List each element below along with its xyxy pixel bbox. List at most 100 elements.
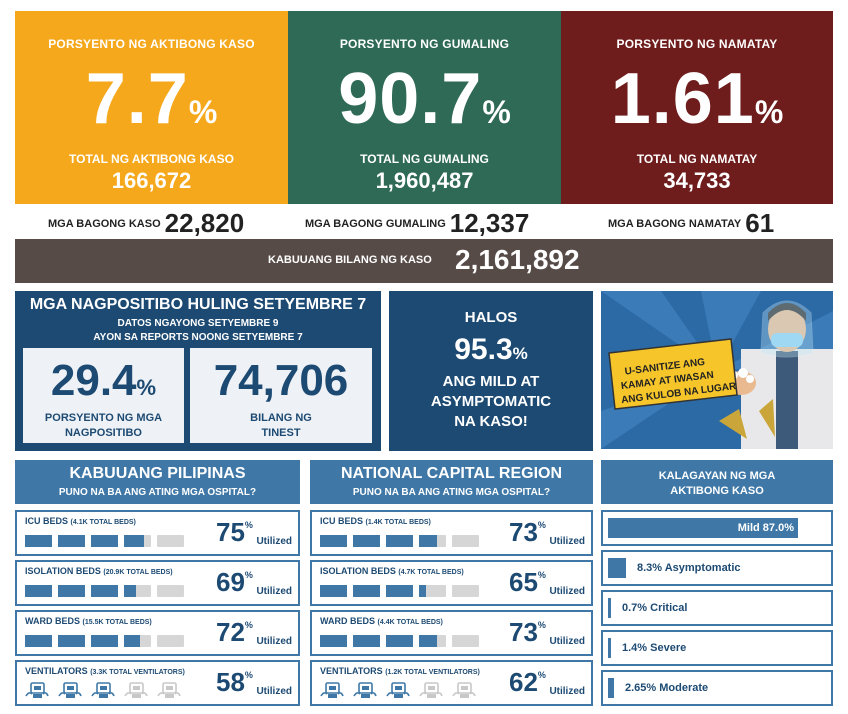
bed-fill: [91, 585, 118, 597]
hospital-row-ventilators: VENTILATORS (3.3K TOTAL VENTILATORS) 58% U…: [15, 660, 300, 706]
hospital-panel-title: NATIONAL CAPITAL REGION: [340, 465, 563, 482]
utilization-unit: %: [537, 620, 546, 630]
new-recoveries-value: 12,337: [449, 208, 530, 238]
utilization-value: 69: [216, 567, 245, 597]
utilization-label: Utilized: [549, 686, 585, 697]
hospital-row-title: WARD BEDS (4.4K TOTAL BEDS): [320, 616, 443, 626]
bed-fill: [386, 535, 413, 547]
ventilator-icon: [124, 682, 148, 705]
hospital-row-name: ISOLATION BEDS: [320, 566, 396, 576]
utilization-label: Utilized: [256, 586, 292, 597]
bed-fill: [124, 635, 141, 647]
status-label: 2.65% Moderate: [625, 682, 709, 694]
deaths-total-value: 34,733: [663, 168, 731, 193]
status-bar-fill: [608, 558, 626, 578]
utilization-value: 58: [216, 667, 245, 697]
hospital-panel-ncr: NATIONAL CAPITAL REGION PUNO NA BA ANG AT…: [310, 460, 593, 712]
bed-meter: [320, 535, 479, 547]
bed-icon: [25, 635, 52, 647]
recovered-total-label: TOTAL NG GUMALING: [360, 152, 489, 166]
bed-fill: [124, 535, 145, 547]
bed-icon: [419, 635, 446, 647]
utilization-label: Utilized: [256, 636, 292, 647]
hospital-panel-subtitle: PUNO NA BA ANG ATING MGA OSPITAL?: [352, 487, 551, 498]
deaths-total-label: TOTAL NG NAMATAY: [636, 152, 758, 166]
utilization-label: Utilized: [549, 636, 585, 647]
bed-fill: [124, 585, 137, 597]
positivity-rate-box: 29.4% PORSYENTO NG MGA NAGPOSITIBO: [23, 348, 184, 443]
utilization-label: Utilized: [549, 586, 585, 597]
new-recoveries-label: MGA BAGONG GUMALING: [305, 217, 446, 230]
bed-icon: [157, 535, 184, 547]
deaths-stat-card: PORSYENTO NG NAMATAY 1.61% TOTAL NG NAMA…: [561, 11, 833, 204]
hospital-row-name: VENTILATORS: [25, 666, 88, 676]
utilization-value: 62: [509, 667, 538, 697]
new-deaths-label: MGA BAGONG NAMATAY: [608, 217, 742, 230]
status-label: 1.4% Severe: [622, 642, 687, 654]
positivity-panel: MGA NAGPOSITIBO HULING SETYEMBRE 7 DATOS…: [15, 291, 381, 451]
bed-icon: [386, 585, 413, 597]
bed-fill: [58, 585, 85, 597]
active-total-label: TOTAL NG AKTIBONG KASO: [69, 152, 234, 166]
ventilator-icon: [58, 682, 82, 705]
mild-halos: HALOS: [464, 309, 518, 326]
bed-icon: [157, 635, 184, 647]
bed-meter: [320, 585, 479, 597]
hospital-row-title: ISOLATION BEDS (4.7K TOTAL BEDS): [320, 566, 464, 576]
bed-fill: [353, 635, 380, 647]
hospital-row-detail: (4.7K TOTAL BEDS): [398, 569, 464, 576]
hospital-row-name: ISOLATION BEDS: [25, 566, 101, 576]
positivity-date: DATOS NGAYONG SETYEMBRE 9: [117, 318, 279, 329]
bed-icon: [419, 535, 446, 547]
utilization-value: 73: [509, 517, 538, 547]
status-label: Mild 87.0%: [737, 522, 794, 534]
hospital-row-name: VENTILATORS: [320, 666, 383, 676]
deaths-pct-value: 1.61%: [610, 59, 784, 139]
status-row: 2.65% Moderate: [601, 670, 833, 706]
ventilator-icon: [157, 682, 181, 705]
total-cases-value: 2,161,892: [455, 244, 580, 275]
hospital-row-icu-beds: ICU BEDS (4.1K TOTAL BEDS) 75% Utilized: [15, 510, 300, 556]
hospital-row-name: WARD BEDS: [25, 616, 81, 626]
bed-fill: [419, 585, 426, 597]
bed-icon: [353, 585, 380, 597]
total-cases-bar: KABUUANG BILANG NG KASO 2,161,892: [15, 239, 833, 283]
bed-fill: [91, 635, 118, 647]
hospital-row-title: ICU BEDS (4.1K TOTAL BEDS): [25, 516, 136, 526]
bed-fill: [353, 535, 380, 547]
bed-icon: [124, 535, 151, 547]
utilization: 75% Utilized: [216, 516, 292, 554]
bed-icon: [91, 585, 118, 597]
new-deaths: MGA BAGONG NAMATAY 61: [608, 208, 774, 238]
ventilator-meter: [320, 682, 476, 705]
bed-icon: [25, 585, 52, 597]
new-cases-label: MGA BAGONG KASO: [48, 217, 161, 230]
bed-icon: [58, 535, 85, 547]
utilization-unit: %: [244, 670, 253, 680]
bed-fill: [58, 635, 85, 647]
active-total-value: 166,672: [111, 168, 192, 193]
ventilator-icon: [452, 682, 476, 705]
status-label: 0.7% Critical: [622, 602, 688, 614]
active-stat-card: PORSYENTO NG AKTIBONG KASO 7.7% TOTAL NG…: [15, 11, 288, 204]
bed-icon: [91, 635, 118, 647]
active-status-header: KALAGAYAN NG MGA AKTIBONG KASO: [601, 460, 833, 504]
hospital-panel-philippines: KABUUANG PILIPINAS PUNO NA BA ANG ATING M…: [15, 460, 300, 712]
utilization: 73% Utilized: [509, 616, 585, 654]
poster-illustration: U-SANITIZE ANG KAMAY AT IWASAN ANG KULOB…: [601, 291, 833, 449]
bed-fill: [58, 535, 85, 547]
bed-icon: [320, 635, 347, 647]
hospital-row-detail: (1.2K TOTAL VENTILATORS): [385, 669, 480, 676]
hospital-row-title: VENTILATORS (3.3K TOTAL VENTILATORS): [25, 666, 185, 676]
hospital-row-title: ISOLATION BEDS (20.9K TOTAL BEDS): [25, 566, 173, 576]
hospital-row-isolation-beds: ISOLATION BEDS (4.7K TOTAL BEDS) 65% Utili…: [310, 560, 593, 606]
bed-icon: [157, 585, 184, 597]
ventilator-icon: [91, 682, 115, 705]
hospital-row-name: ICU BEDS: [320, 516, 364, 526]
recovered-pct-label: PORSYENTO NG GUMALING: [339, 37, 510, 51]
hospital-row-icu-beds: ICU BEDS (1.4K TOTAL BEDS) 73% Utilized: [310, 510, 593, 556]
mild-value: 95.3%: [454, 333, 528, 366]
utilization-value: 75: [216, 517, 245, 547]
ventilator-icon: [353, 682, 377, 705]
active-pct-value: 7.7%: [85, 59, 218, 139]
